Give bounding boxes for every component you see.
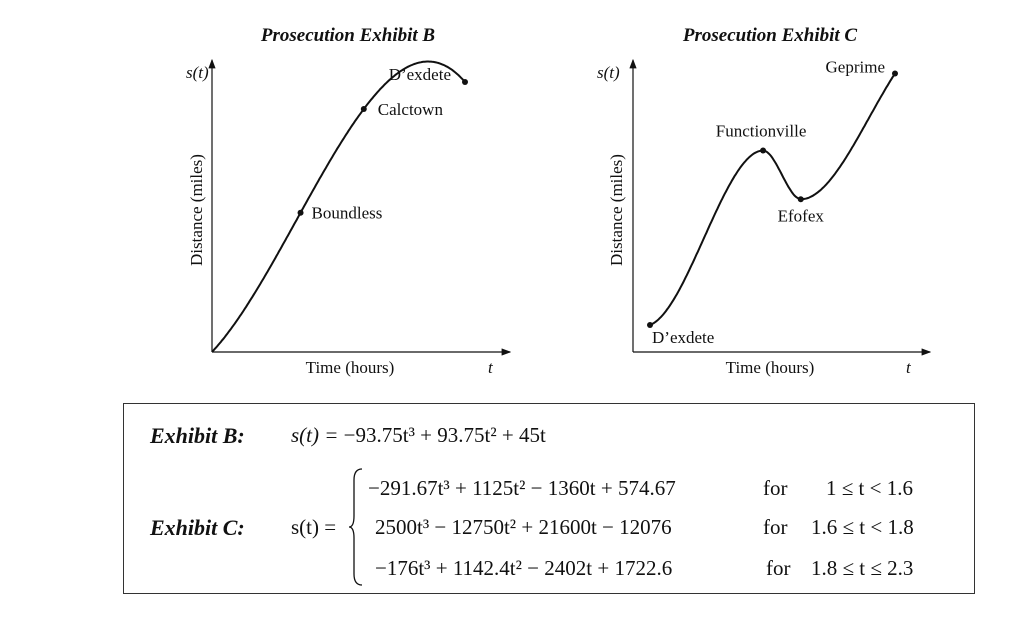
data-point: [360, 106, 367, 112]
x-axis-symbol: t: [906, 358, 912, 377]
y-axis-label: Distance (miles): [607, 154, 626, 266]
y-axis-label: Distance (miles): [187, 154, 206, 266]
data-point: [647, 322, 653, 328]
formula-lhs: s(t) =: [291, 423, 339, 447]
chart-exhibit-c: Prosecution Exhibit C s(t) t Time (hours…: [597, 25, 932, 377]
charts: Prosecution Exhibit B s(t) t Time (hours…: [186, 25, 932, 377]
point-label: Calctown: [378, 100, 444, 119]
chart-exhibit-b: Prosecution Exhibit B s(t) t Time (hours…: [186, 25, 512, 377]
point-label: D’exdete: [652, 328, 714, 347]
y-axis-symbol: s(t): [597, 63, 620, 82]
point-label: D’exdete: [389, 65, 451, 84]
piece-3-cond: 1.8 ≤ t ≤ 2.3: [811, 556, 914, 580]
piece-2-expr: 2500t³ − 12750t² + 21600t − 12076: [375, 515, 672, 539]
series-line: [211, 60, 466, 353]
point-label: Geprime: [826, 57, 885, 76]
chart-title: Prosecution Exhibit C: [682, 25, 858, 46]
formula-rhs: −93.75t³ + 93.75t² + 45t: [343, 423, 546, 447]
exhibit-c-label: Exhibit C:: [150, 515, 245, 540]
piece-3-expr: −176t³ + 1142.4t² − 2402t + 1722.6: [375, 556, 673, 580]
y-axis-symbol: s(t): [186, 63, 209, 82]
point-label: Boundless: [312, 204, 383, 223]
series-line: [649, 72, 896, 326]
point-label: Functionville: [716, 122, 807, 141]
x-axis-label: Time (hours): [726, 358, 815, 377]
point-label: Efofex: [778, 206, 825, 225]
exhibit-b-label: Exhibit B:: [150, 423, 245, 448]
data-point: [760, 147, 767, 154]
exhibit-c-lhs: s(t) =: [291, 515, 337, 539]
chart-title: Prosecution Exhibit B: [260, 25, 435, 46]
piece-1-for: for: [763, 476, 788, 500]
formula-box: [123, 403, 975, 594]
brace-icon: [349, 468, 363, 586]
x-axis-symbol: t: [488, 358, 494, 377]
piece-2-for: for: [763, 515, 788, 539]
piece-3-for: for: [766, 556, 791, 580]
data-point: [462, 79, 468, 85]
exhibit-b-formula: s(t) = −93.75t³ + 93.75t² + 45t: [291, 423, 546, 448]
data-point: [297, 209, 304, 216]
x-axis-label: Time (hours): [306, 358, 395, 377]
piece-1-cond: 1 ≤ t < 1.6: [826, 476, 913, 500]
data-point: [797, 196, 804, 203]
piece-1-expr: −291.67t³ + 1125t² − 1360t + 574.67: [368, 476, 676, 500]
piece-2-cond: 1.6 ≤ t < 1.8: [811, 515, 914, 539]
data-point: [892, 70, 898, 77]
